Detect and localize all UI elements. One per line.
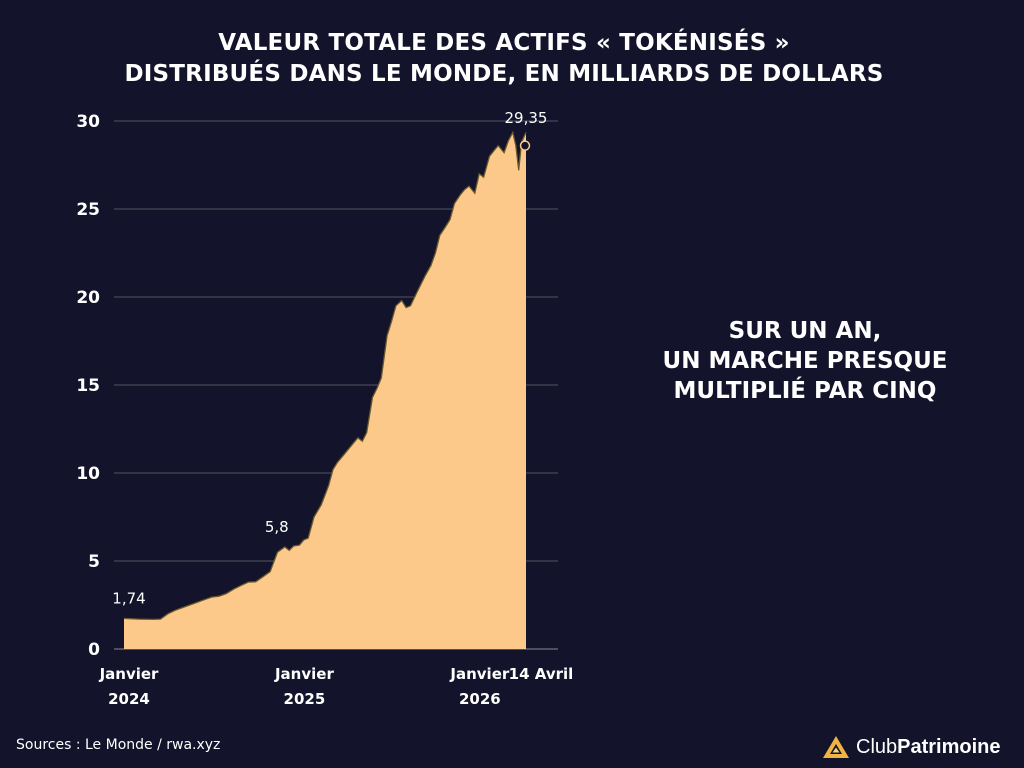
x-tick-label-3-line-1: 14 Avril [509,665,574,683]
y-tick-label-15: 15 [76,376,100,396]
callout-line-2: UN MARCHE PRESQUE [662,348,948,374]
y-tick-label-5: 5 [88,552,100,572]
y-tick-label-10: 10 [76,464,100,484]
area-series-line [123,130,527,621]
area-series-fill [124,132,526,649]
callout-line-1: SUR UN AN, [728,318,882,344]
y-tick-label-30: 30 [76,112,100,132]
x-tick-label-0-line-2: 2024 [108,690,150,708]
source-note: Sources : Le Monde / rwa.xyz [16,737,221,753]
data-label-2: 29,35 [505,109,548,127]
chart-title: VALEUR TOTALE DES ACTIFS « TOKÉNISÉS » D… [0,28,1008,90]
data-label-0: 1,74 [112,589,145,607]
club-patrimoine-logo: Club Patrimoine [822,732,1001,762]
end-point-marker [519,140,531,151]
y-axis-ticks: 0 5 10 15 20 25 30 [76,112,100,660]
x-tick-label-2-line-2: 2026 [459,690,501,708]
data-label-1: 5,8 [265,518,289,536]
x-axis-ticks: Janvier 2024 Janvier 2025 Janvier 2026 14 Avri… [99,665,574,708]
x-tick-label-0-line-1: Janvier [99,665,159,683]
x-tick-label-1-line-1: Janvier [274,665,334,683]
y-tick-label-0: 0 [88,640,100,660]
chart-title-line-1: VALEUR TOTALE DES ACTIFS « TOKÉNISÉS » [218,30,790,56]
data-annotations: 1,74 5,8 29,35 [112,109,547,607]
x-tick-label-1-line-2: 2025 [284,690,326,708]
x-tick-label-2-line-1: Janvier [449,665,509,683]
chart-title-line-2: DISTRIBUÉS DANS LE MONDE, EN MILLIARDS D… [124,61,884,87]
y-tick-label-20: 20 [76,288,100,308]
brand-name-part-2: Patrimoine [897,735,1001,758]
brand-name-part-1: Club [856,735,898,758]
callout-text: SUR UN AN, UN MARCHE PRESQUE MULTIPLIÉ P… [620,316,990,406]
y-tick-label-25: 25 [76,200,100,220]
triangle-logo-icon [823,736,849,758]
callout-line-3: MULTIPLIÉ PAR CINQ [673,378,937,404]
